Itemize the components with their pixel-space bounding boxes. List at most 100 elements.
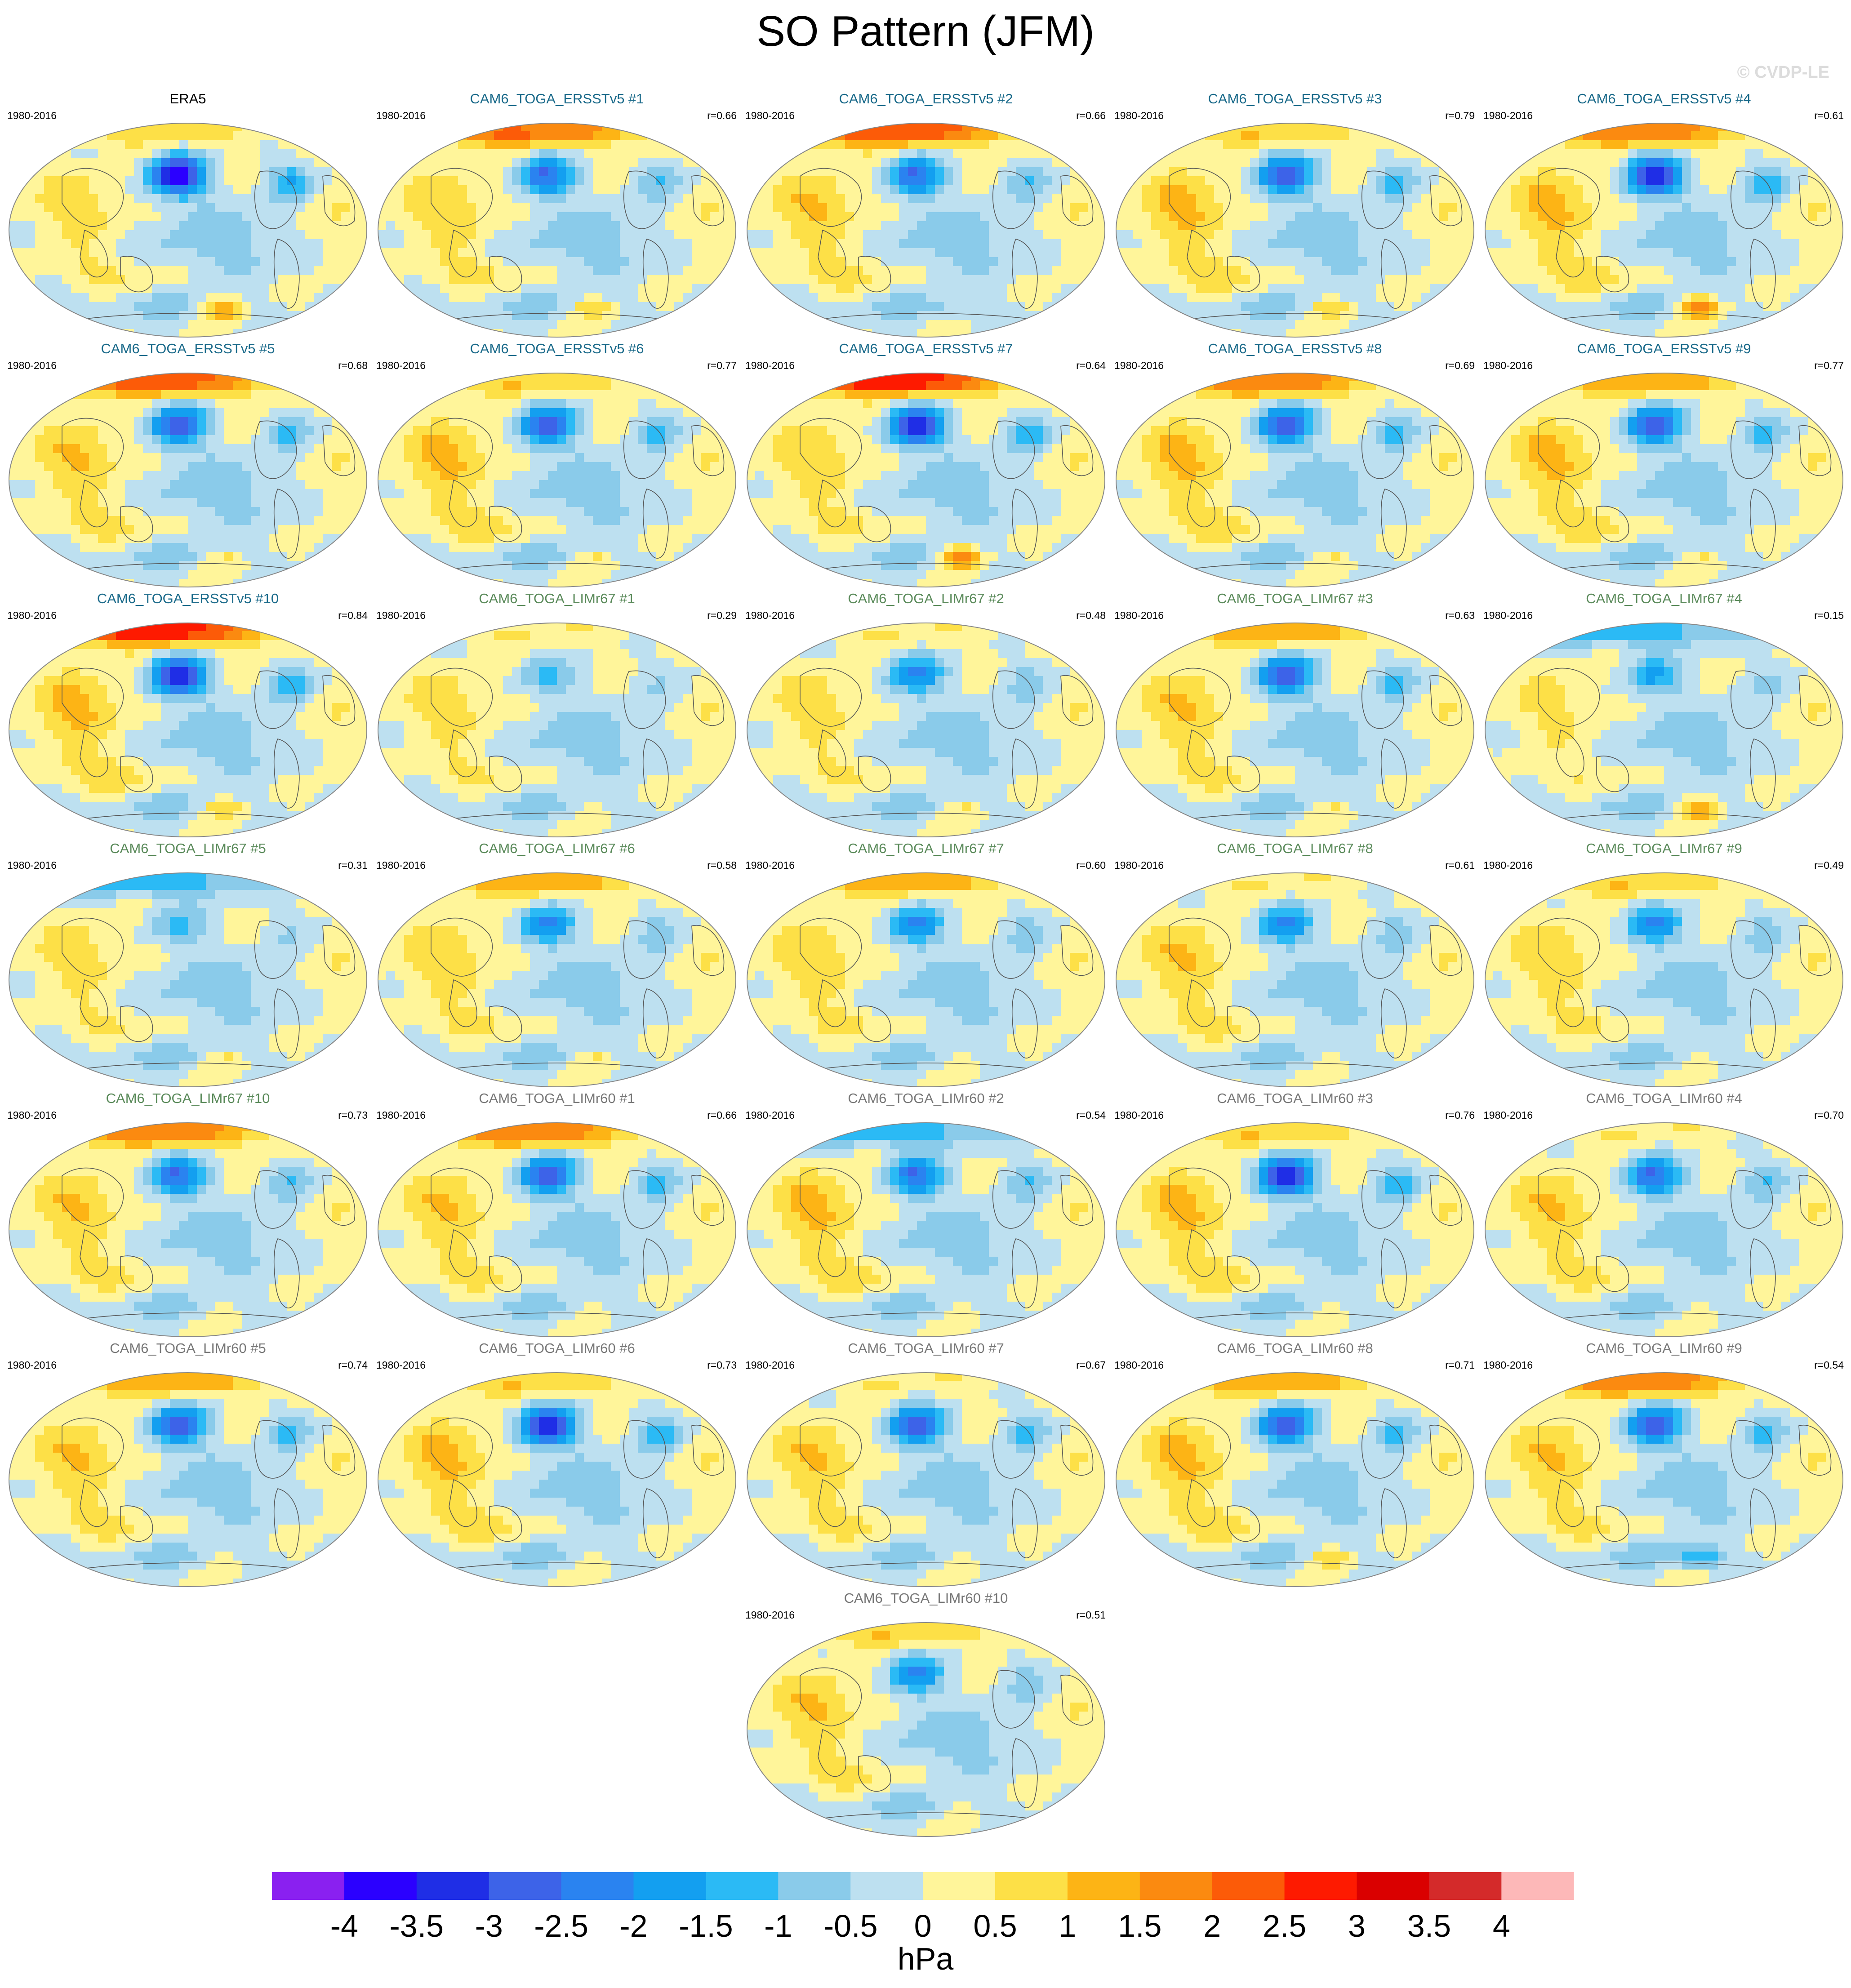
coastline [1169,418,1231,477]
coastline [813,813,1039,820]
coastline [1169,1167,1231,1227]
coastline [1380,738,1407,809]
coastline [444,813,670,820]
coastline [120,756,153,792]
map-panel: CAM6_TOGA_LIMr60 #5 1980-2016 r=0.74 [4,1339,372,1589]
coastline [800,1167,862,1227]
coastline [444,563,670,570]
coastline [642,738,669,809]
coastline [1227,506,1260,543]
panel-period: 1980-2016 [745,360,795,372]
pattern-correlation: r=0.73 [707,1359,737,1371]
map-panel: CAM6_TOGA_LIMr60 #9 1980-2016 r=0.54 [1480,1339,1848,1589]
coastline [1551,1562,1777,1570]
coastline [431,418,493,477]
map-outline [9,872,367,1087]
coastline [75,813,301,820]
coastline [992,920,1035,979]
coastline [1538,1167,1600,1227]
coastline [1187,229,1215,278]
coastline [1551,313,1777,320]
coastline [1731,1420,1773,1479]
map-panel: CAM6_TOGA_LIMr67 #4 1980-2016 r=0.15 [1480,590,1848,839]
coastline [992,1670,1035,1729]
pattern-correlation: r=0.48 [1076,609,1106,622]
map-panel: CAM6_TOGA_LIMr67 #5 1980-2016 r=0.31 [4,840,372,1089]
coastline [75,313,301,320]
coastline [691,925,725,976]
coastline [1187,1229,1215,1277]
panel-period: 1980-2016 [1114,360,1164,372]
map-panel: CAM6_TOGA_LIMr60 #3 1980-2016 r=0.76 [1111,1090,1479,1339]
world-map [9,1122,367,1337]
map-outline [1116,1372,1474,1587]
colorbar-swatch [1284,1872,1357,1900]
panel-period: 1980-2016 [376,1359,426,1371]
coastline [818,729,846,778]
coastline [444,1562,670,1570]
panel-period: 1980-2016 [1114,1109,1164,1121]
coastline [691,425,725,476]
coastline [858,506,891,543]
panel-period: 1980-2016 [376,110,426,122]
coastline [642,239,669,309]
coastline [1429,1424,1463,1476]
panel-title: CAM6_TOGA_LIMr67 #8 [1111,840,1479,858]
coastline [322,175,356,227]
colorbar-swatch [1067,1872,1140,1900]
pattern-correlation: r=0.54 [1076,1109,1106,1121]
world-map [1485,1122,1843,1337]
coastline [1182,1063,1408,1070]
world-map [1116,1122,1474,1337]
coastline [1169,917,1231,977]
coastline [1060,1424,1094,1476]
colorbar-swatch [1501,1872,1574,1900]
coastline [254,1420,297,1479]
coastline [489,506,522,543]
coastline [1551,1063,1777,1070]
map-outline [1485,623,1843,837]
panel-period: 1980-2016 [7,1109,57,1121]
pattern-correlation: r=0.49 [1814,859,1844,872]
panel-title: CAM6_TOGA_LIMr60 #2 [742,1090,1110,1107]
coastline [62,168,124,227]
coastline [62,418,124,477]
coastline [1182,563,1408,570]
slp-anomaly-field [1485,1123,1843,1337]
coastline [1429,175,1463,227]
coastline [322,1174,356,1226]
coastline [818,229,846,278]
world-map [378,1372,736,1587]
watermark: © CVDP-LE [1737,63,1829,82]
coastline [992,170,1035,229]
panel-period: 1980-2016 [7,859,57,872]
coastline [1551,1312,1777,1320]
coastline [75,1562,301,1570]
coastline [992,1420,1035,1479]
colorbar-swatch [1139,1872,1213,1900]
coastline [1551,813,1777,820]
coastline [449,729,477,778]
pattern-correlation: r=0.77 [707,360,737,372]
coastline [1060,925,1094,976]
coastline [1596,256,1629,293]
colorbar-label: -3 [475,1908,503,1944]
coastline [1556,1479,1584,1527]
coastline [1596,1505,1629,1542]
panel-title: CAM6_TOGA_LIMr60 #8 [1111,1339,1479,1357]
panel-title: CAM6_TOGA_LIMr60 #9 [1480,1339,1848,1357]
panel-period: 1980-2016 [7,1359,57,1371]
pattern-correlation: r=0.54 [1814,1359,1844,1371]
coastline [1538,917,1600,977]
colorbar-swatch [1357,1872,1429,1900]
coastline [273,738,300,809]
colorbar-swatch [1429,1872,1502,1900]
panel-title: ERA5 [4,90,372,108]
panel-title: CAM6_TOGA_ERSSTv5 #7 [742,340,1110,358]
coastline [1011,988,1038,1058]
coastline [273,489,300,559]
pattern-correlation: r=0.61 [1445,859,1475,872]
coastline [1187,729,1215,778]
coastline [1380,1488,1407,1558]
coastline [444,1312,670,1320]
